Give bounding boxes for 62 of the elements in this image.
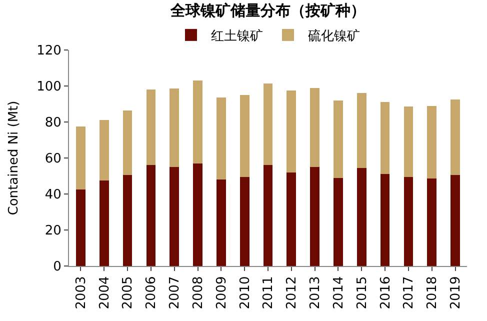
bar (76, 126, 86, 190)
legend-label: 红土镍矿 (211, 29, 263, 44)
bar (427, 106, 437, 179)
x-tick-label: 2011 (261, 276, 276, 310)
bar (404, 106, 414, 177)
x-tick-label: 2016 (378, 276, 394, 310)
y-axis-title: Contained Ni (Mt) (6, 100, 22, 216)
bar (240, 176, 250, 266)
bar (286, 90, 296, 172)
x-tick-label: 2018 (425, 276, 440, 310)
x-tick-label: 2007 (168, 276, 183, 310)
x-tick-label: 2006 (144, 276, 160, 310)
bar (427, 178, 437, 266)
bar (240, 95, 250, 177)
bar (310, 88, 320, 167)
bar (380, 174, 390, 266)
bar (286, 172, 296, 266)
bar (216, 180, 226, 266)
x-tick-label: 2013 (308, 276, 324, 310)
bar (146, 90, 156, 166)
bar (170, 167, 180, 266)
y-tick-label: 0 (53, 260, 62, 275)
x-tick-label: 2019 (448, 276, 464, 310)
x-tick-label: 2009 (214, 276, 230, 310)
bar (450, 100, 460, 176)
y-tick-label: 120 (36, 44, 62, 59)
bar (356, 168, 366, 266)
x-tick-label: 2004 (97, 276, 112, 310)
x-tick-label: 2008 (190, 276, 206, 310)
bar (170, 88, 180, 167)
y-tick-label: 60 (44, 152, 62, 167)
bar (146, 165, 156, 266)
bar (193, 80, 202, 164)
bar (99, 120, 109, 180)
x-tick-label: 2010 (238, 276, 253, 310)
bar (122, 110, 132, 176)
y-tick-label: 20 (44, 224, 62, 239)
bar (356, 93, 366, 168)
y-tick-label: 80 (44, 116, 62, 131)
x-tick-label: 2015 (354, 276, 370, 310)
bar (310, 167, 320, 266)
x-tick-label: 2005 (120, 276, 136, 310)
bar (380, 102, 390, 174)
bar (122, 175, 132, 266)
bar (404, 176, 414, 266)
bar (334, 178, 343, 266)
bar (76, 190, 86, 266)
y-tick-label: 100 (36, 80, 62, 95)
bar (334, 100, 343, 178)
x-tick-label: 2003 (74, 276, 89, 310)
x-tick-label: 2012 (284, 276, 300, 310)
legend-label: 硫化镍矿 (308, 29, 360, 44)
x-tick-label: 2017 (402, 276, 417, 310)
bar (263, 83, 273, 166)
bar (216, 98, 226, 180)
bar (193, 163, 202, 266)
x-tick-label: 2014 (331, 276, 346, 310)
bar (450, 175, 460, 266)
bar (263, 165, 273, 266)
y-tick-label: 40 (44, 188, 62, 203)
chart-title: 全球镍矿储量分布（按矿种） (169, 1, 366, 20)
bar (99, 180, 109, 266)
